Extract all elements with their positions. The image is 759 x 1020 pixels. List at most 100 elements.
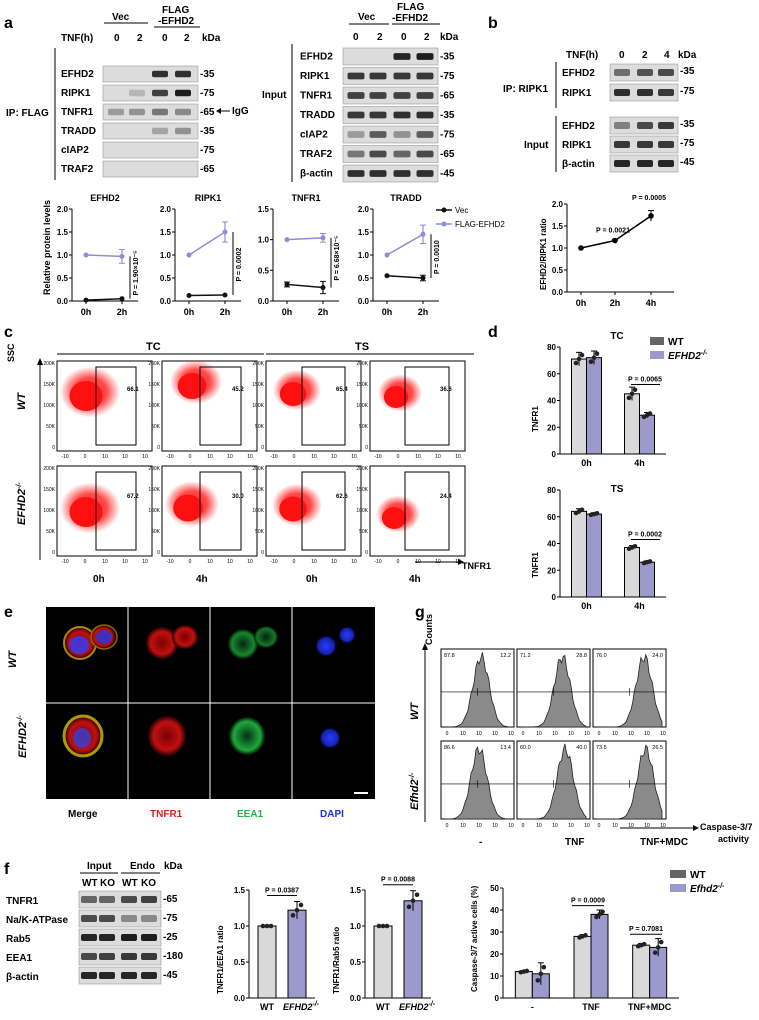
blot-band [99,896,115,903]
x-tick-label: 2h [220,307,231,317]
blot-band [614,160,630,167]
panel-a-legend: Vec FLAG-EFHD2 [436,206,505,229]
y-tick-label: 1.0 [358,251,370,260]
flow-x-tick: 10 [102,559,108,565]
blot-band [369,72,387,80]
data-point [284,281,290,287]
blot-label: RIPK1 [300,71,330,82]
blot-band [99,915,115,922]
histogram: 60.0 40.0 0 10 10 10 10 [516,740,591,829]
kda-marker: -75 [200,88,215,99]
y-tick-label: 60 [547,370,556,379]
pct-right: 24.0 [652,653,663,659]
blot-band [416,72,434,80]
replicate-point [597,912,602,917]
gate-percent: 67.2 [127,494,139,500]
merge-wt [63,624,118,660]
flow-x-tick: 10 [351,454,357,460]
blot-label: cIAP2 [61,145,89,156]
event-core [69,381,103,411]
panel-label-c: c [4,324,13,341]
bar [639,561,655,598]
hist-x-tick: 10 [568,823,574,829]
y-tick-label: 1.5 [350,886,362,895]
g-xlabel-1: Caspase-3/7 [700,822,753,832]
panel-d-legend: WT EFHD2-/- [650,337,708,362]
replicate-point [298,902,304,908]
svg-text:EFHD2-/-: EFHD2-/- [17,715,29,758]
blot-band [658,122,674,129]
gate [404,471,450,551]
flow-y-tick: 150K [148,487,160,493]
blot-band [347,72,365,80]
replicate-point [579,352,585,358]
hist-x-tick: 10 [660,823,666,829]
bar [403,900,423,999]
hist-x-tick: 10 [612,823,618,829]
flow-y-tick: 100K [252,508,264,514]
hist-curve [597,653,663,728]
y-tick-label: 0.5 [258,266,270,275]
hist-x-tick: 10 [552,823,558,829]
y-tick-label: 0.0 [258,297,270,306]
replicate-point [652,950,658,955]
replicate-point [594,510,600,516]
histogram: 86.6 13.4 0 10 10 10 10 [440,740,515,829]
chart-title: TNFR1 [292,193,321,203]
x-tick-label: EFHD2-/- [399,1001,436,1012]
p-value: P = 0.0387 [265,888,299,895]
blot-strip [342,164,439,183]
flow-x-tick: -10 [61,454,68,460]
flow-y-tick: 150K [252,382,264,388]
x-tick-label: 0h [581,458,592,468]
flow-plot: 65.4 200K 150K 100K 50K 0 -10 0 10 10 10 [252,360,362,460]
hist-x-tick: 10 [584,731,590,737]
flow-plot: 45.2 200K 150K 100K 50K 0 -10 0 10 10 10 [148,359,258,460]
flow-y-tick: 200K [148,361,160,367]
c-time-1: 0h [93,574,105,585]
flow-y-tick: 200K [356,361,368,367]
hist-x-tick: 10 [476,823,482,829]
bar [586,357,602,455]
flow-x-tick: 0 [189,559,192,565]
blot-band [347,92,365,99]
bar [573,935,592,999]
y-tick-label: 60 [547,513,556,522]
p-value: P = 0.0009 [571,898,605,905]
legend-label: WT [690,870,706,881]
input-tp-0b: 0 [401,32,407,43]
gate [199,471,242,551]
replicate-point [655,945,661,950]
flow-x-tick: -10 [374,559,381,565]
g-xlabel-2: activity [718,834,749,844]
flow-plot: 66.1 200K 150K 100K 50K 0 -10 0 10 10 10 [43,360,153,460]
y-axis-label: TNFR1 [531,552,540,578]
blot-label: TNFR1 [61,107,94,118]
blot-band [393,72,411,80]
hist-x-tick: 10 [660,731,666,737]
replicate-point [290,913,296,918]
gate [301,366,346,446]
y-tick-label: 2.0 [552,200,564,209]
replicate-point [380,923,386,929]
y-tick-label: 0 [552,593,557,602]
replicate-point [658,939,664,945]
x-tick-label: - [531,1002,534,1012]
blot-strip [342,106,439,124]
bar [624,547,640,598]
replicate-point [410,898,416,904]
bar [590,913,609,999]
y-tick-label: 40 [547,397,556,406]
flow-y-tick: 200K [252,466,264,472]
blot-label: TRADD [61,126,96,137]
flow-x-tick: -10 [374,454,381,460]
chart-f_rab5: 0.0 0.5 1.0 1.5 WT EFHD2-/- P = 0.0088 TNFR1/Ra… [332,877,436,1012]
flow-y-tick: 0 [365,550,368,556]
flow-y-tick: 200K [43,466,55,472]
flow-x-tick: 10 [122,454,128,460]
blot-strip [342,125,439,144]
replicate-point [294,907,300,913]
pct-right: 28.8 [576,653,587,659]
kda-marker: -25 [163,932,178,943]
event-core [173,494,203,522]
